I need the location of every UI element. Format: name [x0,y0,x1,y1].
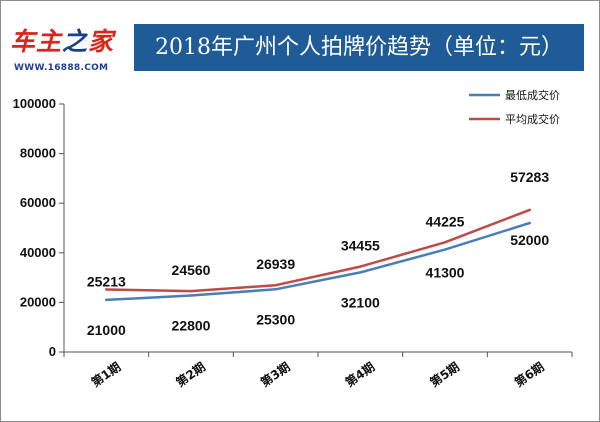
data-point [528,208,531,212]
x-category-label: 第3期 [258,359,293,390]
chart-title: 2018年广州个人拍牌价趋势（单位：元） [155,35,563,60]
data-label: 26939 [256,256,295,272]
data-point [274,288,277,291]
data-point [274,283,277,287]
data-label: 22800 [172,317,211,333]
data-point [359,265,362,268]
data-label: 32100 [341,294,380,310]
data-point [189,294,193,297]
x-category-label: 第6期 [512,359,547,390]
y-tick-label: 80000 [20,146,56,161]
y-tick-label: 0 [49,344,56,359]
logo-part-2: 之 [62,27,89,56]
x-category-label: 第1期 [88,359,123,390]
data-point [105,288,108,291]
y-tick-label: 60000 [20,195,56,210]
series-line-1 [105,221,531,302]
data-point [443,248,447,251]
data-label: 57283 [510,169,549,185]
data-point [105,298,108,302]
data-point [359,271,362,274]
data-label: 25300 [256,311,295,327]
brand-logo: 车主之家 [10,22,130,62]
data-label: 52000 [510,232,549,248]
series-line-2 [105,208,531,293]
data-label: 44225 [426,213,465,229]
logo-url: WWW.16888.COM [14,63,109,73]
data-point [443,241,447,244]
data-label: 24560 [172,262,211,278]
title-bar: 2018年广州个人拍牌价趋势（单位：元） [134,24,584,71]
y-tick-label: 100000 [13,96,56,111]
data-label: 41300 [426,265,465,281]
data-label: 25213 [87,273,126,289]
logo-part-3: 家 [88,27,115,56]
data-label: 21000 [87,322,126,338]
data-point [189,289,193,293]
x-category-label: 第4期 [342,359,377,390]
logo-part-1: 车主 [10,27,63,56]
legend-label-2: 平均成交价 [505,112,560,126]
legend-label-1: 最低成交价 [505,88,560,102]
x-category-label: 第5期 [427,359,462,390]
data-label: 34455 [341,238,380,254]
y-tick-label: 40000 [20,245,56,260]
y-tick-label: 20000 [20,294,56,309]
x-category-label: 第2期 [173,359,208,390]
data-point [528,221,531,225]
